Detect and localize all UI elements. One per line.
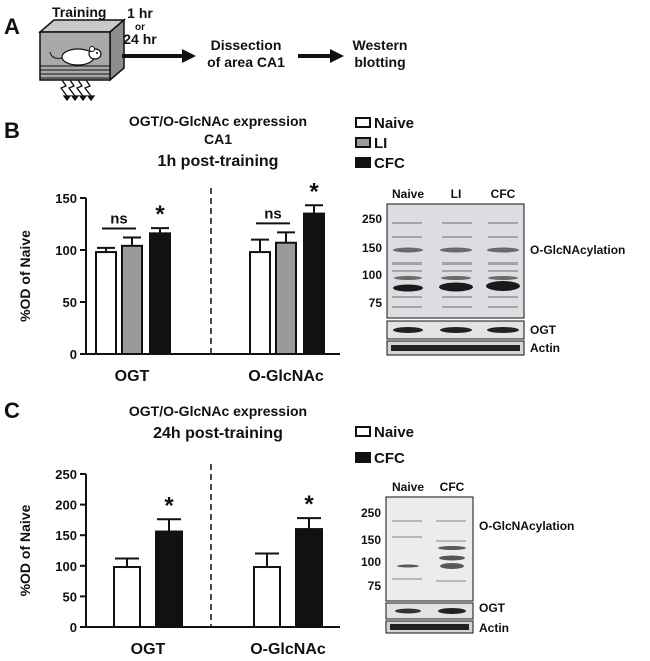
legend-label: CFC: [374, 450, 405, 467]
time-label-1hr: 1 hr: [127, 5, 153, 21]
blot-b-actin-image: [386, 340, 525, 356]
significance-star: *: [164, 492, 174, 519]
blot-marker-label: 250: [361, 506, 381, 520]
y-tick-label: 200: [55, 498, 77, 513]
significance-label: ns: [110, 211, 128, 228]
shock-arrows-icon: [59, 79, 96, 102]
y-tick-label: 100: [55, 243, 77, 258]
chart-c-title-line2: 24h post-training: [153, 425, 283, 442]
chart-c-legend: Naive CFC: [355, 424, 414, 467]
chart-b-title-line1: OGT/O-GlcNAc expression: [129, 113, 307, 129]
legend-item-li: LI: [355, 135, 387, 152]
blot-c-lane-labels: Naive CFC: [392, 480, 465, 494]
blot-c-markers: 250 150 100 75: [361, 506, 381, 593]
blot-lane-label: LI: [451, 187, 462, 201]
blot-b-ogt-image: [386, 320, 525, 340]
blot-marker-label: 250: [362, 212, 382, 226]
chart-b-title-line3: 1h post-training: [158, 153, 279, 170]
significance-star: *: [304, 491, 314, 518]
blot-c-ogt-label: OGT: [479, 601, 506, 615]
blot-lane-label: CFC: [491, 187, 516, 201]
blot-b-ogt-label: OGT: [530, 323, 557, 337]
legend-item-cfc: CFC: [355, 155, 405, 172]
chart-b-title-line2: CA1: [204, 131, 232, 147]
y-tick-label: 0: [70, 620, 77, 635]
bar-cfc: [149, 232, 171, 355]
bar-cfc: [155, 530, 183, 629]
y-tick-label: 150: [55, 191, 77, 206]
bar-li: [275, 241, 297, 355]
western-label-line1: Western: [353, 37, 408, 53]
y-tick-label: 250: [55, 467, 77, 482]
blot-c-main-label: O-GlcNAcylation: [479, 519, 574, 533]
arrow-icon: [122, 49, 196, 63]
time-label-or: or: [135, 22, 145, 33]
blot-b-actin-label: Actin: [530, 341, 560, 355]
blot-b-lane-labels: Naive LI CFC: [392, 187, 516, 201]
bar-naive: [249, 251, 271, 355]
y-tick-label: 100: [55, 559, 77, 574]
bar-cfc: [295, 528, 323, 629]
blot-marker-label: 75: [369, 296, 383, 310]
y-tick-label: 50: [63, 295, 77, 310]
legend-label: Naive: [374, 424, 414, 441]
bar-naive: [95, 251, 117, 355]
bar-li: [121, 244, 143, 355]
western-label-line2: blotting: [354, 54, 405, 70]
y-tick-label: 0: [70, 347, 77, 362]
blot-marker-label: 150: [361, 533, 381, 547]
x-category-label: OGT: [131, 641, 166, 658]
blot-lane-label: Naive: [392, 480, 424, 494]
legend-label: LI: [374, 135, 387, 152]
blot-b-main-image: [386, 203, 525, 319]
blot-marker-label: 75: [368, 579, 382, 593]
blot-lane-label: Naive: [392, 187, 424, 201]
bar-naive: [253, 566, 281, 628]
blot-marker-label: 150: [362, 241, 382, 255]
y-axis-label: %OD of Naive: [17, 504, 33, 596]
dissection-label-line2: of area CA1: [207, 54, 285, 70]
chart-b-legend: Naive LI CFC: [355, 115, 414, 172]
blot-c-actin-label: Actin: [479, 621, 509, 635]
blot-c-actin-image: [385, 620, 474, 634]
legend-label: CFC: [374, 155, 405, 172]
panel-letter-a: A: [4, 14, 20, 39]
panel-letter-c: C: [4, 398, 20, 423]
western-blot-b: Naive LI CFC 250 150 100 75: [362, 187, 625, 356]
blot-c-ogt-image: [385, 602, 474, 620]
legend-label: Naive: [374, 115, 414, 132]
blot-lane-label: CFC: [440, 480, 465, 494]
x-category-label: OGT: [115, 368, 150, 385]
chart-c: 0 50 100 150 200 250 %OD of Naive OGT O-GlcNAc * *: [17, 464, 340, 658]
legend-item-cfc: CFC: [355, 450, 405, 467]
significance-label: ns: [264, 205, 282, 222]
western-blot-c: Naive CFC 250 150 100 75 O-GlcNAcylation: [361, 480, 574, 635]
x-category-label: O-GlcNAc: [248, 368, 324, 385]
panel-letter-b: B: [4, 118, 20, 143]
bar-cfc: [303, 212, 325, 355]
significance-star: *: [309, 178, 319, 205]
x-category-label: O-GlcNAc: [250, 641, 326, 658]
training-label: Training: [52, 4, 106, 20]
blot-marker-label: 100: [362, 268, 382, 282]
legend-item-naive: Naive: [355, 115, 414, 132]
y-axis-label: %OD of Naive: [17, 230, 33, 322]
arrow-icon: [298, 49, 344, 63]
blot-b-markers: 250 150 100 75: [362, 212, 382, 310]
y-tick-label: 150: [55, 528, 77, 543]
dissection-label-line1: Dissection: [211, 37, 282, 53]
time-label-24hr: 24 hr: [123, 31, 157, 47]
chart-b: 0 50 100 150 %OD of Naive OGT O-GlcNAc ns * ns *: [17, 178, 340, 385]
blot-c-main-image: [385, 496, 474, 602]
training-box-icon: [37, 18, 127, 82]
bar-naive: [113, 566, 141, 628]
chart-c-title-line1: OGT/O-GlcNAc expression: [129, 403, 307, 419]
significance-star: *: [155, 201, 165, 228]
y-tick-label: 50: [63, 589, 77, 604]
blot-b-main-label: O-GlcNAcylation: [530, 243, 625, 257]
blot-marker-label: 100: [361, 555, 381, 569]
mouse-icon: [49, 46, 102, 66]
legend-item-naive: Naive: [355, 424, 414, 441]
